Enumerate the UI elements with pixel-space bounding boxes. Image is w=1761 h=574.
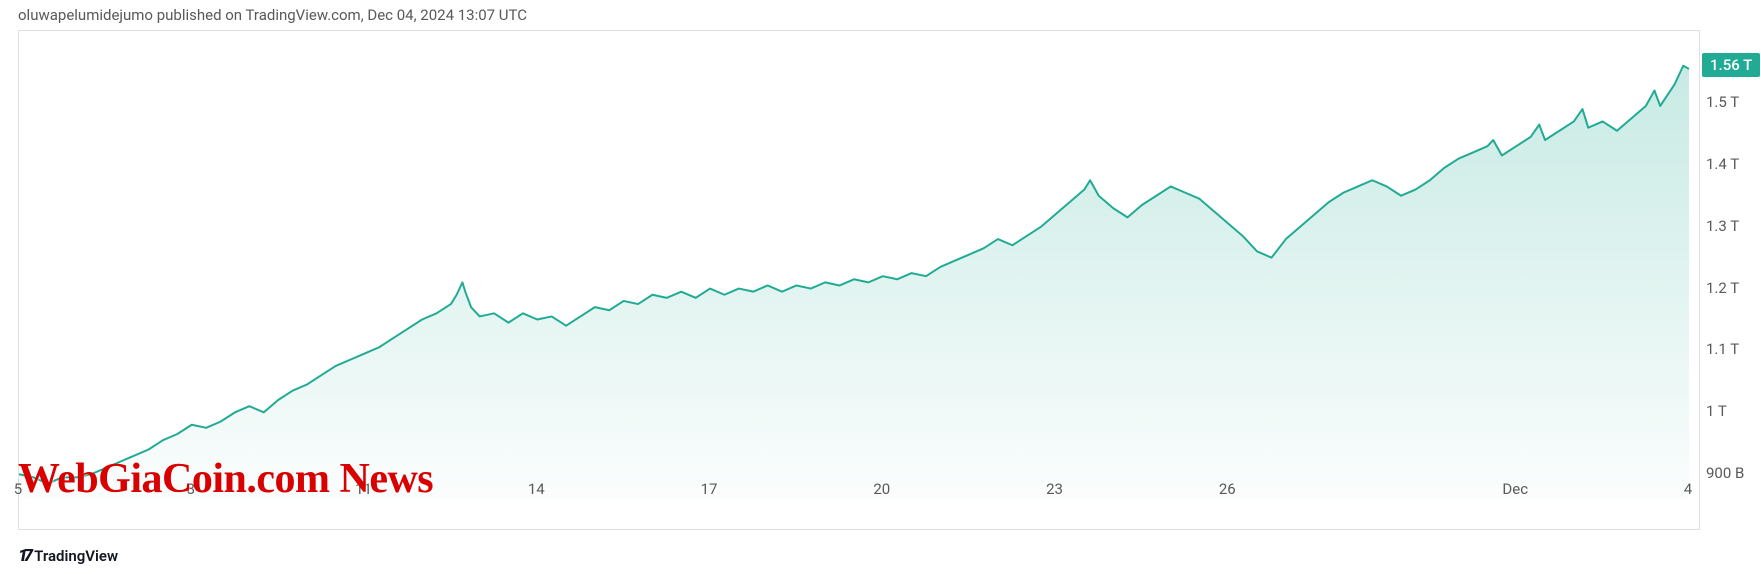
y-tick-label: 900 B [1706, 464, 1744, 482]
y-tick-label: 1.1 T [1706, 340, 1739, 358]
x-tick-label: 26 [1219, 480, 1236, 498]
current-value-badge: 1.56 T [1702, 53, 1760, 77]
y-tick-label: 1 T [1706, 402, 1727, 420]
footer-branding: 17 TradingView [18, 546, 118, 566]
attribution-text: oluwapelumidejumo published on TradingVi… [18, 6, 527, 24]
y-tick-label: 1.2 T [1706, 279, 1739, 297]
y-tick-label: 1.5 T [1706, 93, 1739, 111]
y-axis: 900 B 1 T 1.1 T 1.2 T 1.3 T 1.4 T 1.5 T 1.56 T [1702, 30, 1760, 530]
tradingview-label: TradingView [34, 547, 118, 565]
x-tick-label: 17 [701, 480, 718, 498]
x-tick-label: 4 [1684, 480, 1692, 498]
x-tick-label: 20 [873, 480, 890, 498]
tradingview-logo-icon: 17 [18, 546, 29, 566]
x-tick-label: 23 [1046, 480, 1063, 498]
watermark-overlay: WebGiaCoin.com News [18, 455, 433, 503]
x-tick-label: Dec [1502, 480, 1528, 498]
y-tick-label: 1.3 T [1706, 217, 1739, 235]
x-tick-label: 14 [528, 480, 545, 498]
y-tick-label: 1.4 T [1706, 155, 1739, 173]
